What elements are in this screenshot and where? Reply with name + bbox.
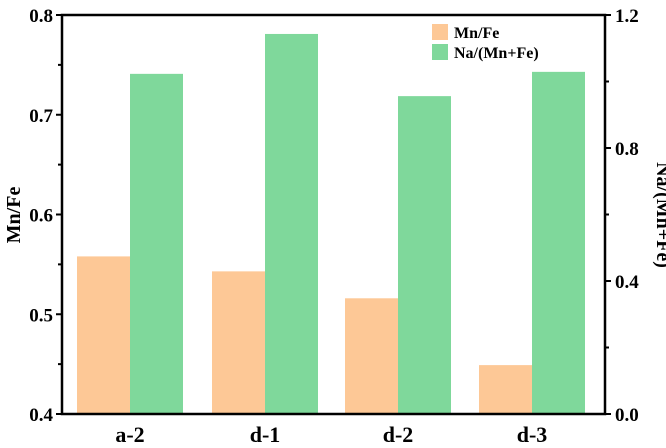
bar-na-mn-fe-d-1 (265, 33, 318, 414)
bar-mn-fe-d-1 (212, 271, 265, 414)
x-tick-label: d-1 (250, 422, 281, 447)
y-axis-label: Mn/Fe (3, 187, 25, 244)
bar-na-mn-fe-d-2 (398, 96, 451, 414)
y-right-axis-label: Na/(Mn+Fe) (652, 162, 666, 268)
legend-label: Mn/Fe (454, 25, 499, 42)
bar-mn-fe-a-2 (77, 256, 130, 414)
legend-label: Na/(Mn+Fe) (454, 45, 539, 62)
bar-mn-fe-d-2 (345, 298, 398, 414)
y-tick-label: 0.5 (29, 305, 53, 326)
x-tick-label: a-2 (115, 422, 144, 447)
y-right-tick-label: 0.4 (615, 272, 639, 293)
y-right-tick-label: 1.2 (615, 6, 639, 27)
bar-na-mn-fe-a-2 (130, 73, 183, 414)
y-tick-label: 0.6 (29, 206, 53, 227)
y-tick-label: 0.8 (29, 6, 53, 27)
bar-na-mn-fe-d-3 (532, 71, 585, 415)
x-tick-label: d-2 (383, 422, 414, 447)
y-right-tick-label: 0.0 (615, 405, 639, 426)
y-tick-label: 0.4 (29, 405, 53, 426)
x-tick-label: d-3 (517, 422, 548, 447)
legend-swatch (432, 44, 448, 60)
legend-swatch (432, 24, 448, 40)
bar-mn-fe-d-3 (479, 365, 532, 414)
y-tick-label: 0.7 (29, 106, 53, 127)
y-right-tick-label: 0.8 (615, 139, 639, 160)
